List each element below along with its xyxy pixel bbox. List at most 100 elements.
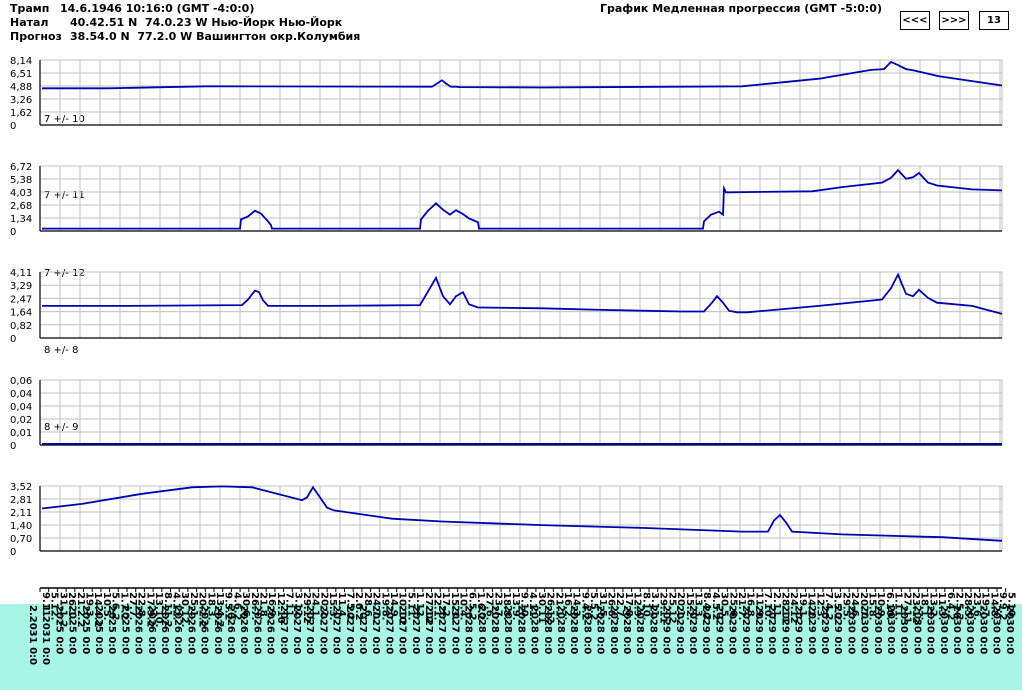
x-tick-label-date: 17.2. [440,592,451,620]
natal-value: 40.42.51 N 74.0.23 W Нью-Йорк Нью-Йорк [70,16,343,29]
x-tick-label-date: 5.6.2 [110,592,121,621]
x-tick-label-year: 2027 0:0 [397,605,408,654]
x-tick-label-date: 11.3. [936,592,947,620]
y-tick-label: 0,02 [10,415,32,426]
x-tick-label-date: 11.9. [753,592,764,620]
x-tick-label-year: 2030 0:0 [964,605,975,654]
x-tick-label-date: 19.3. [84,592,95,620]
prev-button[interactable]: <<< [900,11,930,30]
x-tick-label-date: 21.8. [258,592,269,620]
y-tick-label: 0 [10,227,16,238]
y-tick-label: 0,04 [10,402,32,413]
x-tick-label-date: 13.3. [693,592,704,620]
x-tick-label-date: 20.2. [318,592,329,620]
y-tick-label: 1,62 [10,108,32,119]
x-tick-label-year: 2026 0:0 [238,605,249,654]
x-tick-label-year: 2028 0:0 [529,605,540,654]
x-tick-label-year: 2027 0:0 [331,605,342,654]
y-tick-label: 4,88 [10,82,32,93]
x-tick-label-year: 2028 0:0 [621,605,632,654]
x-tick-label-year: 2025 0:0 [80,605,91,654]
panel-2: 6,72 5,38 4,03 2,68 1,34 0 [10,162,1003,238]
x-tick-label-date: 27.11 [901,592,912,624]
x-tick-label-date: 18.1. [919,592,930,620]
x-tick-label-year: 2028 0:0 [463,605,474,654]
x-tick-label-date: 28.11 [780,592,791,624]
x-tick-label-year: 2026 0:0 [265,605,276,654]
x-tick-label-date: 14.3. [571,592,582,620]
x-tick-label-year: 2028 0:0 [542,605,553,654]
x-tick-label-date: 24.6. [849,592,860,620]
x-tick-label-year: 2026 0:0 [199,605,210,654]
x-tick-label-date: 19.7. [980,592,991,620]
x-tick-label-year: 2030 0:0 [872,605,883,654]
y-tick-label: 0 [10,121,16,132]
x-tick-label-date: 12.9. [632,592,643,620]
x-tick-label-date: 12.3. [814,592,825,620]
x-tick-label-date: 9.5.2 [223,592,234,621]
panel-frame [39,59,1003,126]
x-tick-label-year: 2029 0:0 [740,605,751,654]
x-tick-label-date: 29.12 [301,592,312,624]
x-tick-label-date: 24.7. [371,592,382,620]
x-tick-label-date: 16.9. [266,592,277,620]
count-field[interactable]: 13 [979,11,1009,30]
x-tick-label-year: 2027 0:0 [304,605,315,654]
x-tick-label-date: 4.5.2 [710,592,721,621]
y-tick-label: 3,52 [10,482,32,493]
x-tick-label-date: 14.4.2 [92,592,103,627]
x-tick-label-year: 2028 0:0 [515,605,526,654]
x-tick-label-date: 19.8. [379,592,390,620]
x-tick-label-year: 2028 0:0 [568,605,579,654]
y-tick-label: 0 [10,334,16,345]
x-tick-label-date: 21.1. [553,592,564,620]
panel-frame [39,485,1003,552]
x-tick-label-year: 2029 0:0 [819,605,830,654]
x-tick-label-date: 1.6.2 [475,592,486,621]
x-tick-label-year: 2030 0:0 [925,605,936,654]
x-tick-label-date: 9.4.2 [579,592,590,621]
x-tick-label-date: 5.12. [49,592,60,620]
series-line [41,485,1003,542]
y-tick-label: 0,06 [10,376,32,387]
y-tick-label: 0,82 [10,321,32,332]
x-tick-label-year: 2029 0:0 [832,605,843,654]
x-tick-label-year: 2026 0:0 [225,605,236,654]
x-tick-label-date: 30.11 [536,592,547,624]
x-tick-label-date: 1.11. [893,592,904,620]
y-tick-label: 1,40 [10,521,32,532]
x-tick-label-year: 2026 0:0 [159,605,170,654]
panel-frame [39,379,1003,446]
x-tick-label-date: 26.6. [606,592,617,620]
x-tick-label-year: 2026 0:0 [146,605,157,654]
x-tick-label-year: 2030 0:0 [1004,605,1015,654]
x-tick-label-year: 2027 0:0 [449,605,460,654]
subject-label: Трамп [10,2,50,15]
x-tick-label-date: 31.5. [597,592,608,620]
x-tick-label-date: 8.10. [640,592,651,620]
panel-label: 7 +/- 10 [44,114,85,125]
x-tick-label-date: 15.3. [449,592,460,620]
x-tick-label-year: 2030 0:0 [845,605,856,654]
x-tick-label-date: 18.3. [205,592,216,620]
x-tick-label-year: 2025 0:0 [119,605,130,654]
x-tick-label-date: 27.12 [423,592,434,624]
next-button[interactable]: >>> [939,11,969,30]
x-tick-label-date: 7.4.2 [823,592,834,621]
panel-frame [39,165,1003,232]
x-tick-label-date: 30.5. [719,592,730,620]
chart-title: График Медленная прогрессия (GMT -5:0:0) [600,2,882,15]
y-tick-label: 8,14 [10,56,32,67]
x-tick-label-date: 13.10. [153,592,164,627]
y-tick-label: 2,11 [10,508,32,519]
x-tick-label-date: 7.11. [284,592,295,620]
x-tick-label-year: 2029 0:0 [727,605,738,654]
x-tick-label-year: 2026 0:0 [172,605,183,654]
x-tick-label-year: 2025 0:0 [106,605,117,654]
x-tick-label-date: 25.12 [666,592,677,624]
x-tick-label-date: 22.8. [136,592,147,620]
x-tick-label-year: 2027 0:0 [344,605,355,654]
series-line [42,272,1003,315]
x-tick-label-year: 2027 0:0 [278,605,289,654]
x-tick-label-year: 2028 0:0 [647,605,658,654]
